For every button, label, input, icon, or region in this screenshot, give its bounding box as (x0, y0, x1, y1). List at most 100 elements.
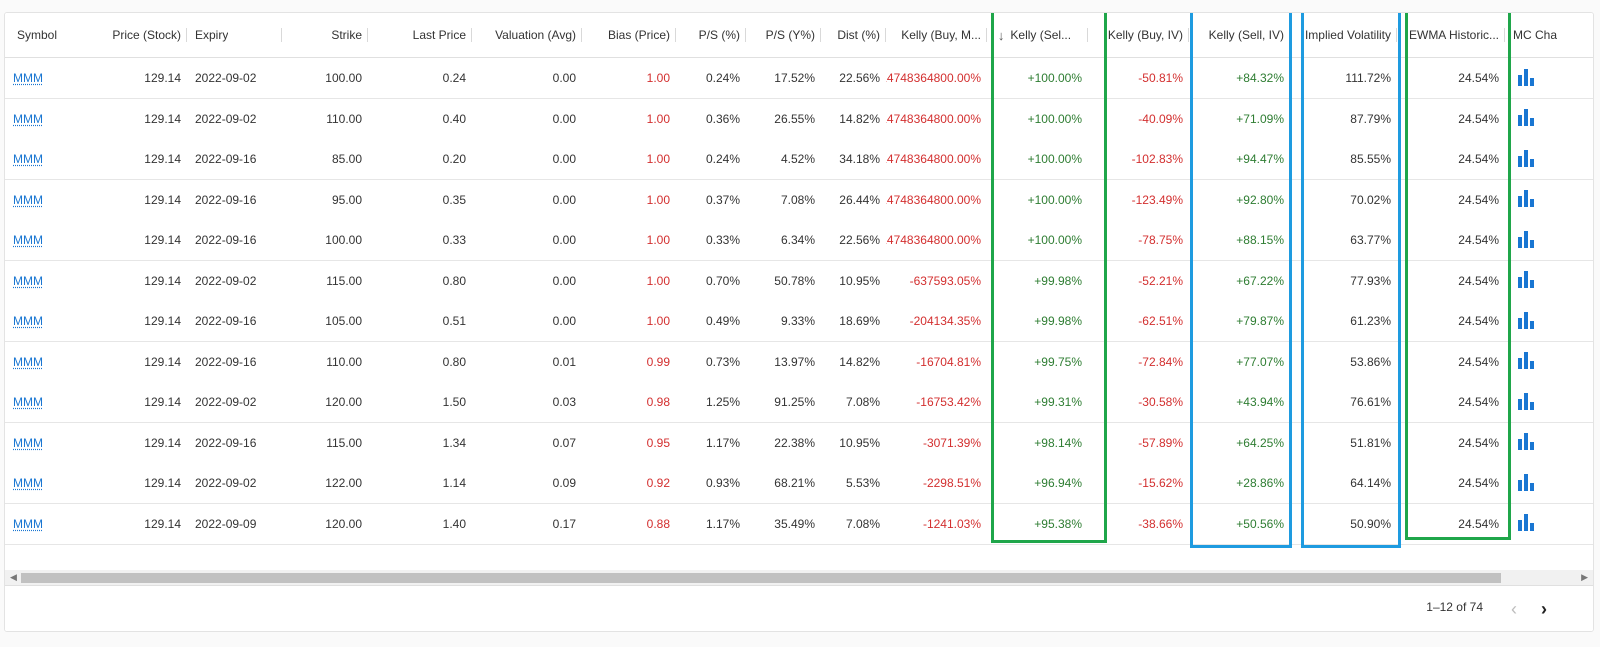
arrow-down-icon[interactable]: ↓ (997, 27, 1005, 43)
mc-chart-button[interactable] (1515, 390, 1537, 415)
column-separator[interactable] (471, 28, 472, 42)
cell-mc[interactable] (1505, 99, 1593, 139)
column-separator[interactable] (1188, 28, 1189, 42)
cell-symbol[interactable]: MMM (5, 99, 95, 139)
scroll-right-icon[interactable]: ▶ (1581, 572, 1588, 582)
column-separator[interactable] (367, 28, 368, 42)
column-header-expiry[interactable]: Expiry (187, 13, 282, 57)
cell-symbol[interactable]: MMM (5, 382, 95, 422)
column-separator[interactable] (745, 28, 746, 42)
column-header-symbol[interactable]: Symbol (5, 13, 95, 57)
cell-mc[interactable] (1505, 504, 1593, 544)
cell-mc[interactable] (1505, 382, 1593, 422)
column-separator[interactable] (885, 28, 886, 42)
column-header-ksel[interactable]: ↓ Kelly (Sel... (987, 13, 1088, 57)
mc-chart-button[interactable] (1515, 349, 1537, 374)
symbol-link[interactable]: MMM (13, 152, 43, 166)
mc-chart-button[interactable] (1515, 228, 1537, 253)
column-header-kbiv[interactable]: Kelly (Buy, IV) (1088, 13, 1189, 57)
column-header-psy[interactable]: P/S (Y%) (746, 13, 821, 57)
cell-mc[interactable] (1505, 463, 1593, 503)
table-row[interactable]: MMM 129.14 2022-09-16 110.00 0.80 0.01 0.99 0.7… (5, 341, 1593, 383)
column-header-last[interactable]: Last Price (368, 13, 472, 57)
column-header-ps[interactable]: P/S (%) (676, 13, 746, 57)
cell-symbol[interactable]: MMM (5, 139, 95, 179)
scrollbar-thumb[interactable] (21, 573, 1501, 583)
column-separator[interactable] (986, 28, 987, 42)
cell-mc[interactable] (1505, 423, 1593, 463)
table-row[interactable]: MMM 129.14 2022-09-16 115.00 1.34 0.07 0.95 1.1… (5, 422, 1593, 464)
column-separator[interactable] (1087, 28, 1088, 42)
column-header-strike[interactable]: Strike (282, 13, 368, 57)
column-header-kbm[interactable]: Kelly (Buy, M... (886, 13, 987, 57)
mc-chart-button[interactable] (1515, 430, 1537, 455)
cell-mc[interactable] (1505, 342, 1593, 382)
column-separator[interactable] (820, 28, 821, 42)
cell-symbol[interactable]: MMM (5, 261, 95, 301)
column-header-dist[interactable]: Dist (%) (821, 13, 886, 57)
symbol-link[interactable]: MMM (13, 71, 43, 85)
previous-page-button[interactable]: ‹ (1503, 598, 1525, 620)
table-row[interactable]: MMM 129.14 2022-09-16 100.00 0.33 0.00 1.00 0.3… (5, 220, 1593, 261)
cell-value: 13.97% (774, 354, 815, 369)
symbol-link[interactable]: MMM (13, 435, 43, 450)
mc-chart-button[interactable] (1515, 187, 1537, 212)
table-row[interactable]: MMM 129.14 2022-09-02 122.00 1.14 0.09 0.92 0.9… (5, 463, 1593, 504)
column-header-ewma[interactable]: EWMA Historic... (1397, 13, 1505, 57)
table-row[interactable]: MMM 129.14 2022-09-02 120.00 1.50 0.03 0.98 1.2… (5, 382, 1593, 423)
mc-chart-button[interactable] (1515, 309, 1537, 334)
cell-value: -40.09% (1138, 111, 1183, 126)
mc-chart-button[interactable] (1515, 268, 1537, 293)
symbol-link[interactable]: MMM (13, 354, 43, 369)
table-row[interactable]: MMM 129.14 2022-09-09 120.00 1.40 0.17 0.88 1.1… (5, 503, 1593, 545)
column-separator[interactable] (1504, 28, 1505, 42)
column-header-price[interactable]: Price (Stock) (95, 13, 187, 57)
column-separator[interactable] (675, 28, 676, 42)
symbol-link[interactable]: MMM (13, 314, 43, 328)
cell-mc[interactable] (1505, 139, 1593, 179)
cell-symbol[interactable]: MMM (5, 504, 95, 544)
cell-symbol[interactable]: MMM (5, 58, 95, 98)
column-separator[interactable] (281, 28, 282, 42)
cell-symbol[interactable]: MMM (5, 423, 95, 463)
scroll-left-icon[interactable]: ◀ (10, 572, 17, 582)
mc-chart-button[interactable] (1515, 471, 1537, 496)
mc-chart-button[interactable] (1515, 66, 1537, 91)
symbol-link[interactable]: MMM (13, 516, 43, 531)
column-header-iv[interactable]: Implied Volatility (1290, 13, 1397, 57)
symbol-link[interactable]: MMM (13, 476, 43, 490)
symbol-link[interactable]: MMM (13, 192, 43, 207)
horizontal-scrollbar[interactable]: ◀ ▶ (5, 570, 1593, 585)
column-separator[interactable] (581, 28, 582, 42)
cell-mc[interactable] (1505, 58, 1593, 98)
cell-symbol[interactable]: MMM (5, 342, 95, 382)
column-header-valuation[interactable]: Valuation (Avg) (472, 13, 582, 57)
cell-mc[interactable] (1505, 301, 1593, 341)
column-header-ksiv[interactable]: Kelly (Sell, IV) (1189, 13, 1290, 57)
table-row[interactable]: MMM 129.14 2022-09-02 100.00 0.24 0.00 1.00 0.2… (5, 58, 1593, 99)
cell-symbol[interactable]: MMM (5, 463, 95, 503)
symbol-link[interactable]: MMM (13, 395, 43, 409)
cell-mc[interactable] (1505, 220, 1593, 260)
mc-chart-button[interactable] (1515, 511, 1537, 536)
mc-chart-button[interactable] (1515, 147, 1537, 172)
table-row[interactable]: MMM 129.14 2022-09-16 95.00 0.35 0.00 1.00 0.37… (5, 179, 1593, 221)
symbol-link[interactable]: MMM (13, 111, 43, 126)
cell-mc[interactable] (1505, 261, 1593, 301)
column-header-bias[interactable]: Bias (Price) (582, 13, 676, 57)
symbol-link[interactable]: MMM (13, 233, 43, 247)
table-row[interactable]: MMM 129.14 2022-09-16 105.00 0.51 0.00 1.00 0.4… (5, 301, 1593, 342)
cell-mc[interactable] (1505, 180, 1593, 220)
cell-symbol[interactable]: MMM (5, 180, 95, 220)
table-row[interactable]: MMM 129.14 2022-09-02 110.00 0.40 0.00 1.00 0.3… (5, 98, 1593, 140)
cell-symbol[interactable]: MMM (5, 220, 95, 260)
cell-symbol[interactable]: MMM (5, 301, 95, 341)
next-page-button[interactable]: › (1533, 598, 1555, 620)
mc-chart-button[interactable] (1515, 106, 1537, 131)
column-separator[interactable] (1396, 28, 1397, 42)
column-header-mc[interactable]: MC Cha (1505, 13, 1593, 57)
table-row[interactable]: MMM 129.14 2022-09-16 85.00 0.20 0.00 1.00 0.24… (5, 139, 1593, 180)
table-row[interactable]: MMM 129.14 2022-09-02 115.00 0.80 0.00 1.00 0.7… (5, 260, 1593, 302)
column-separator[interactable] (186, 28, 187, 42)
symbol-link[interactable]: MMM (13, 273, 43, 288)
